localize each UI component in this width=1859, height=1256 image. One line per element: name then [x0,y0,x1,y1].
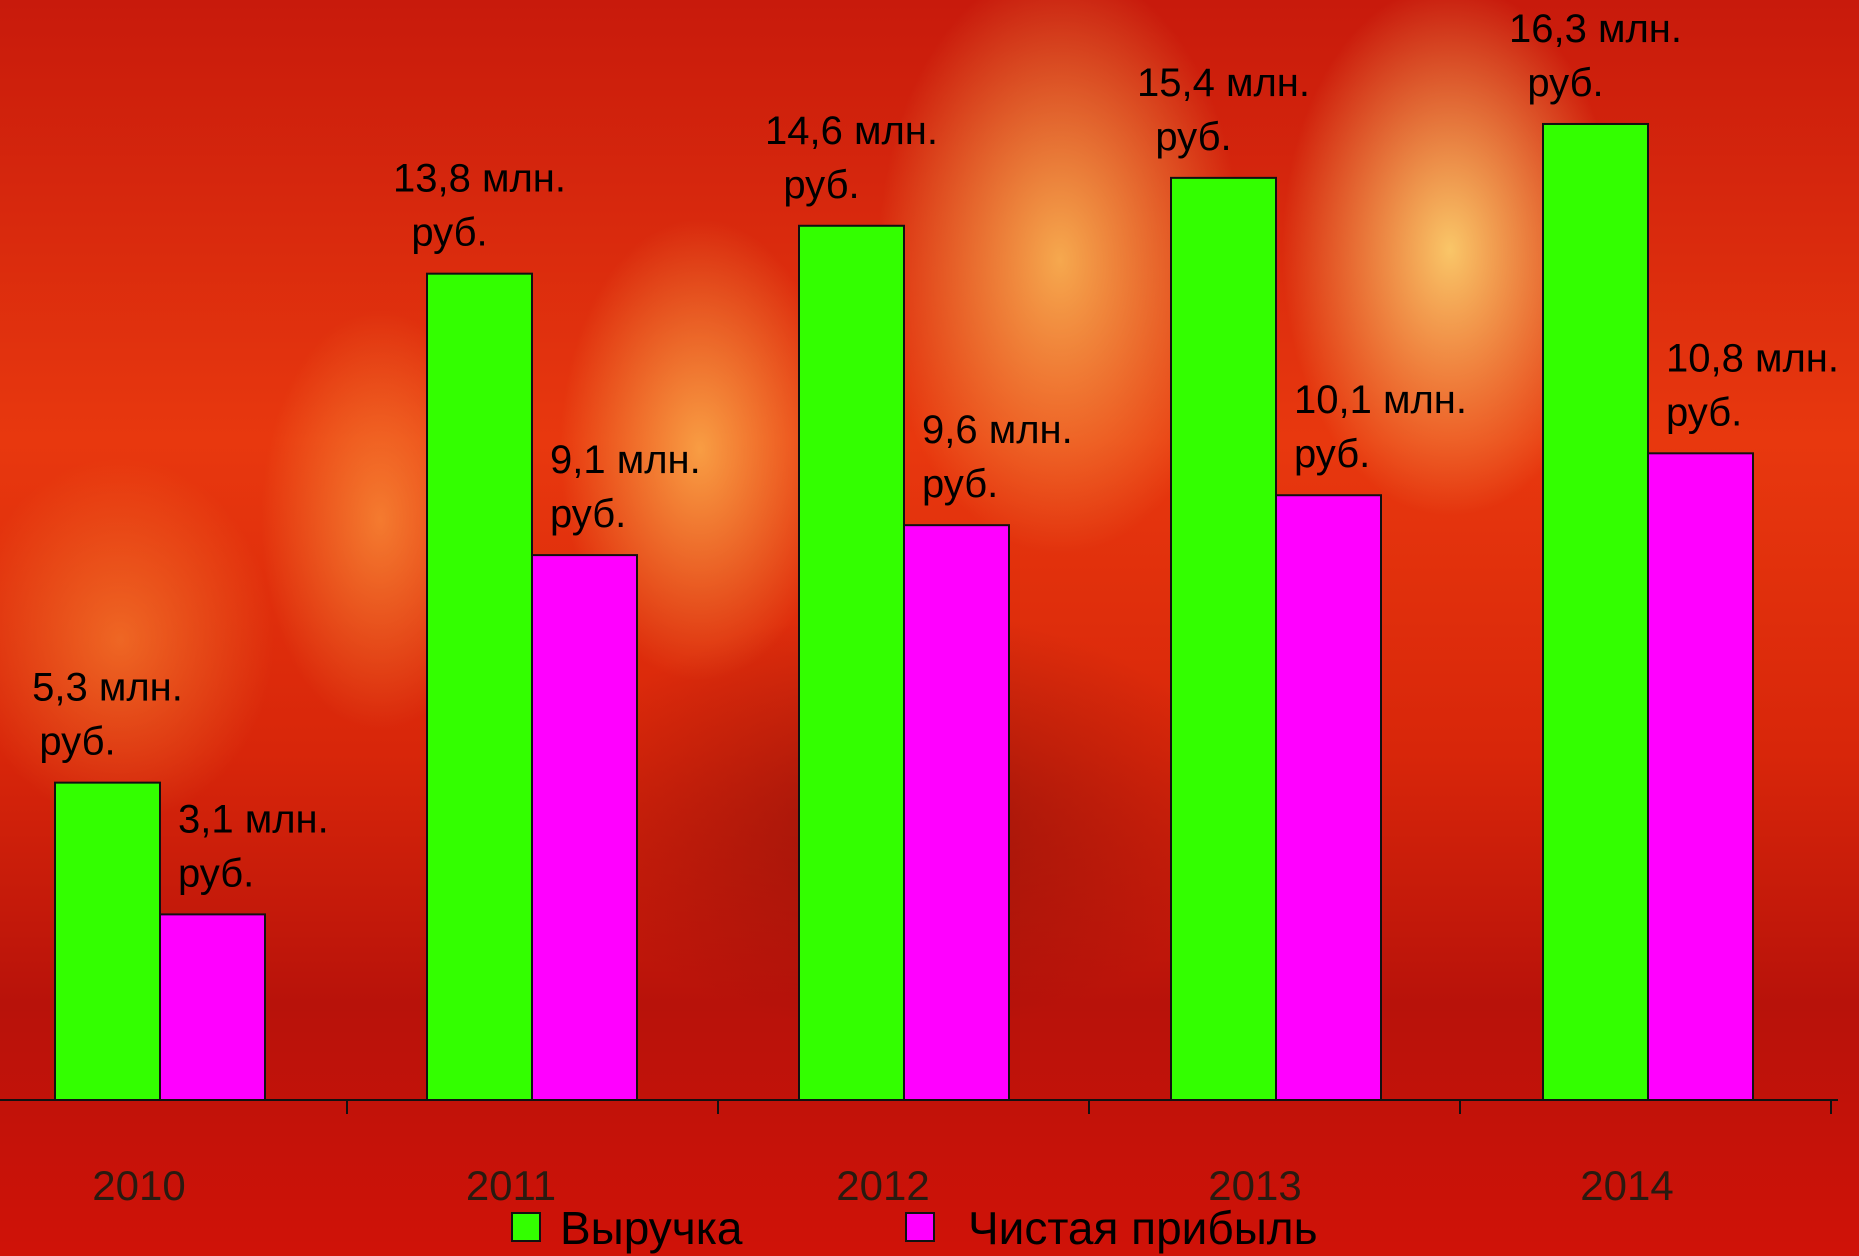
data-label-profit-2010-line1: 3,1 млн. [178,797,329,841]
legend-item-profit-label: Чистая прибыль [968,1202,1318,1254]
legend-item-revenue-label: Выручка [560,1202,743,1254]
bar-revenue-2013 [1170,176,1277,1102]
bar-profit-2014 [1647,452,1754,1101]
data-label-profit-2013-line2: руб. [1294,432,1370,476]
legend-item-revenue-swatch [511,1212,541,1242]
data-label-revenue-2013-line1: 15,4 млн. [1137,61,1310,105]
legend-item-profit-swatch [905,1212,935,1242]
bar-revenue-2012 [798,224,905,1101]
data-labels-layer: 5,3 млн. руб. 3,1 млн. руб. 13,8 млн. руб. 9,1… [32,7,1839,895]
data-label-profit-2014-line2: руб. [1666,390,1742,434]
data-label-profit-2012-line1: 9,6 млн. [922,408,1073,452]
bar-profit-2012 [903,524,1010,1101]
legend: Выручка Чистая прибыль [511,1202,1318,1254]
bar-profit-2010 [159,913,266,1101]
data-label-revenue-2014-line1: 16,3 млн. [1509,7,1682,51]
data-label-profit-2011-line2: руб. [550,492,626,536]
bar-profit-2011 [531,554,638,1101]
data-label-revenue-2013-line2: руб. [1155,115,1231,159]
data-label-profit-2010-line2: руб. [178,851,254,895]
x-tick-label-2012: 2012 [836,1162,929,1209]
bar-revenue-2010 [54,781,161,1101]
data-label-revenue-2010-line1: 5,3 млн. [32,666,183,710]
x-axis: 2010 2011 2012 2013 2014 [0,1099,1838,1209]
bars-layer [54,122,1754,1102]
data-label-profit-2014-line1: 10,8 млн. [1666,336,1839,380]
data-label-revenue-2012-line1: 14,6 млн. [765,109,938,153]
data-label-revenue-2014-line2: руб. [1527,61,1603,105]
bar-profit-2013 [1275,494,1382,1101]
x-tick-label-2011: 2011 [466,1162,556,1209]
bar-revenue-2011 [426,272,533,1101]
data-label-revenue-2010-line2: руб. [39,720,115,764]
data-label-profit-2012-line2: руб. [922,462,998,506]
data-label-revenue-2011-line2: руб. [411,211,487,255]
data-label-revenue-2011-line1: 13,8 млн. [393,157,566,201]
data-label-profit-2011-line1: 9,1 млн. [550,438,701,482]
x-tick-label-2010: 2010 [92,1162,185,1209]
x-tick-label-2013: 2013 [1208,1162,1301,1209]
x-tick-label-2014: 2014 [1580,1162,1673,1209]
data-label-profit-2013-line1: 10,1 млн. [1294,378,1467,422]
bar-revenue-2014 [1542,122,1649,1101]
data-label-revenue-2012-line2: руб. [783,163,859,207]
